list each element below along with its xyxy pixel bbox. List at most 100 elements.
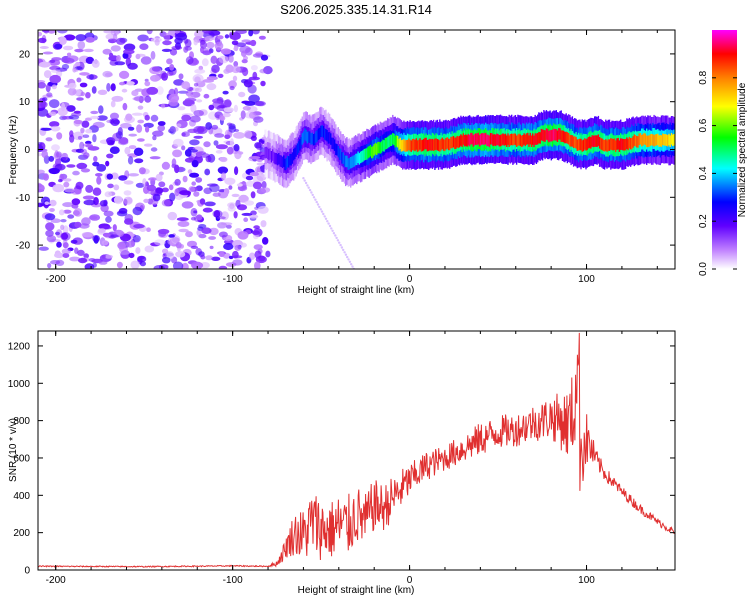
noise-blob: [102, 48, 112, 55]
noise-blob: [226, 122, 233, 126]
noise-blob: [134, 95, 146, 102]
ridge-cell: [487, 134, 489, 147]
noise-blob: [206, 183, 218, 187]
ridge-cell: [322, 126, 325, 138]
noise-blob: [38, 108, 49, 117]
ridge-cell: [359, 151, 362, 164]
noise-blob: [211, 124, 219, 130]
ridge-cell: [402, 139, 404, 152]
noise-blob: [97, 89, 108, 96]
noise-blob: [56, 241, 62, 248]
ridge-cell: [594, 135, 596, 147]
ridge-cell: [471, 132, 473, 145]
noise-blob: [123, 49, 135, 55]
noise-blob: [70, 189, 82, 195]
noise-blob: [116, 37, 126, 45]
noise-blob: [184, 157, 195, 163]
ridge-cell: [519, 134, 521, 146]
snr-axes-frame: [37, 330, 676, 571]
ridge-cell: [570, 135, 572, 147]
ridge-cell: [456, 135, 458, 148]
noise-blob: [179, 167, 185, 171]
noise-blob: [63, 45, 74, 51]
noise-blob: [191, 261, 204, 269]
noise-blob: [42, 51, 54, 55]
ridge-cell: [434, 138, 436, 151]
snr-y-tick-label: 400: [13, 491, 30, 502]
noise-blob: [75, 34, 87, 42]
noise-blob: [124, 146, 131, 155]
noise-blob: [200, 262, 210, 269]
noise-blob: [144, 114, 150, 121]
noise-blob: [59, 36, 67, 45]
ridge-cell: [613, 138, 616, 150]
ridge-cell: [270, 151, 273, 163]
noise-blob: [63, 209, 72, 214]
noise-blob: [133, 147, 144, 156]
noise-blob: [145, 126, 150, 133]
ridge-cell: [672, 134, 674, 147]
noise-blob: [252, 181, 263, 190]
noise-blob: [80, 148, 88, 155]
noise-blob: [223, 242, 234, 251]
noise-blob: [46, 92, 53, 97]
noise-blob: [195, 151, 202, 157]
noise-blob: [63, 178, 72, 182]
noise-blob: [205, 255, 213, 261]
noise-blob: [231, 65, 241, 74]
noise-blob: [85, 144, 93, 148]
noise-blob: [105, 160, 110, 167]
ridge-cell: [362, 150, 364, 162]
noise-blob: [259, 68, 268, 74]
noise-blob: [241, 100, 251, 104]
ridge-cell: [432, 139, 435, 151]
noise-blob: [44, 213, 56, 221]
noise-blob: [72, 67, 77, 73]
ridge-cell: [413, 138, 415, 151]
ridge-cell: [423, 139, 425, 151]
noise-blob: [85, 117, 92, 121]
noise-blob: [150, 114, 159, 122]
colorbar-gradient: [712, 30, 737, 269]
noise-blob: [236, 42, 247, 47]
noise-blob: [47, 30, 56, 34]
ridge-cell: [404, 140, 406, 152]
noise-blob: [303, 179, 306, 182]
noise-blob: [137, 119, 145, 124]
ridge-cell: [633, 134, 635, 146]
noise-blob: [89, 74, 94, 80]
noise-blob: [171, 158, 177, 167]
noise-blob: [109, 52, 114, 58]
ridge-cell: [331, 137, 333, 150]
spectrogram-x-tick-label: 0: [407, 274, 413, 285]
noise-blob: [168, 234, 175, 238]
ridge-cell: [537, 133, 539, 145]
noise-blob: [332, 232, 336, 235]
noise-blob: [102, 232, 111, 237]
noise-blob: [189, 149, 198, 153]
ridge-cell: [454, 137, 456, 149]
noise-blob: [63, 34, 76, 41]
noise-blob: [243, 217, 249, 222]
ridge-cell: [387, 136, 389, 149]
noise-blob: [240, 110, 246, 119]
ridge-cell: [305, 129, 307, 142]
ridge-cell: [626, 137, 628, 149]
ridge-cell: [342, 152, 344, 164]
ridge-cell: [311, 132, 313, 145]
ridge-cell: [473, 134, 476, 146]
colorbar-tick-label: 0.8: [698, 70, 709, 84]
noise-blob: [202, 207, 213, 213]
noise-blob: [44, 201, 50, 205]
ridge-cell: [380, 141, 383, 153]
ridge-cell: [283, 155, 285, 167]
ridge-cell: [481, 133, 483, 145]
ridge-cell: [447, 138, 450, 151]
noise-blob: [242, 67, 249, 77]
noise-blob: [103, 30, 116, 34]
ridge-cell: [410, 140, 412, 152]
noise-blob: [217, 73, 224, 78]
ridge-cell: [290, 154, 292, 166]
noise-blob: [185, 231, 193, 238]
ridge-cell: [554, 129, 556, 141]
